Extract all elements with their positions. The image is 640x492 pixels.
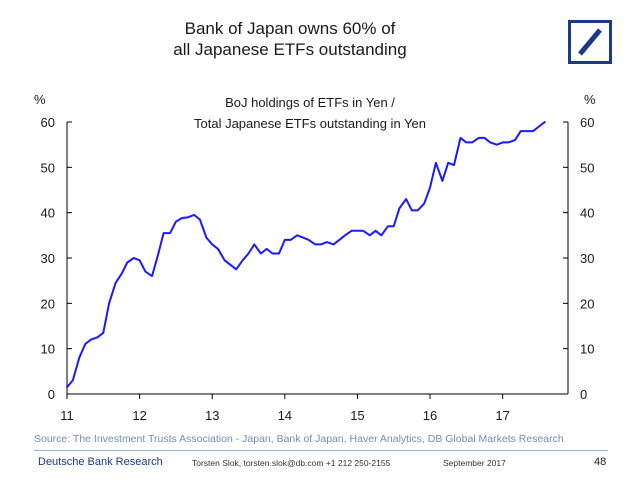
y-tick-label-left: 60 [41, 115, 55, 130]
y-tick-label-right: 30 [580, 251, 594, 266]
footer-brand: Deutsche Bank Research [38, 456, 163, 468]
chart-subtitle-line2: Total Japanese ETFs outstanding in Yen [194, 116, 426, 131]
y-tick-label-right: 60 [580, 115, 594, 130]
y-axis-unit-right: % [584, 92, 596, 107]
footer-author-contact: Torsten Slok, torsten.slok@db.com +1 212… [192, 458, 391, 468]
y-tick-label-left: 0 [48, 387, 55, 402]
x-tick-label: 17 [495, 408, 509, 423]
x-tick-label: 15 [350, 408, 364, 423]
chart-subtitle-line1: BoJ holdings of ETFs in Yen / [225, 95, 395, 110]
y-tick-label-right: 20 [580, 296, 594, 311]
slide-title: Bank of Japan owns 60% of all Japanese E… [0, 18, 580, 60]
x-tick-label: 12 [132, 408, 146, 423]
x-tick-label: 16 [423, 408, 437, 423]
y-tick-label-left: 30 [41, 251, 55, 266]
y-tick-label-right: 10 [580, 342, 594, 357]
y-tick-label-left: 40 [41, 206, 55, 221]
y-tick-label-right: 40 [580, 206, 594, 221]
slide-title-line2: all Japanese ETFs outstanding [173, 40, 407, 59]
deutsche-bank-logo [568, 20, 612, 64]
source-note: Source: The Investment Trusts Associatio… [34, 433, 564, 445]
x-tick-label: 14 [278, 408, 292, 423]
series-line-boj-etf-share [66, 121, 546, 389]
footer-date: September 2017 [443, 458, 506, 468]
y-axis-unit-left: % [34, 92, 46, 107]
chart-subtitle: BoJ holdings of ETFs in Yen / Total Japa… [120, 92, 500, 134]
x-tick-label: 11 [60, 408, 74, 423]
x-tick-label: 13 [205, 408, 219, 423]
page-number: 48 [594, 456, 607, 468]
slide-title-line1: Bank of Japan owns 60% of [184, 19, 396, 38]
y-tick-label-left: 10 [41, 342, 55, 357]
y-tick-label-left: 20 [41, 296, 55, 311]
footer-divider [34, 450, 608, 451]
y-tick-label-right: 50 [580, 160, 594, 175]
line-chart: 0 0 10 10 20 20 30 30 40 40 50 50 60 60 11 12 13 14 15 16 17 [41, 115, 595, 423]
y-tick-label-right: 0 [580, 387, 587, 402]
y-tick-label-left: 50 [41, 160, 55, 175]
